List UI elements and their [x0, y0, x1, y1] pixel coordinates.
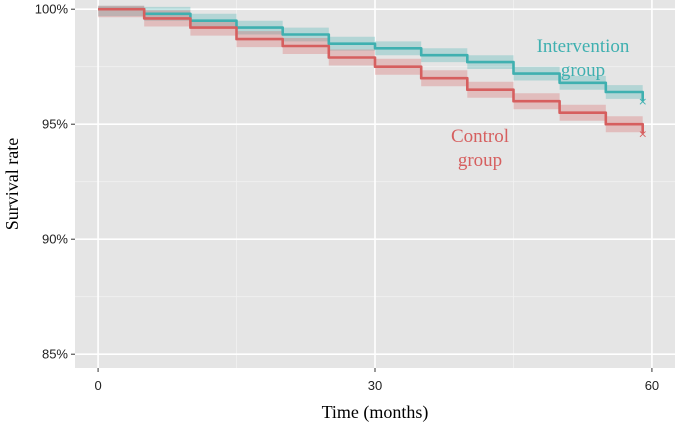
y-tick-label: 95% [42, 117, 68, 132]
x-tick-label: 60 [645, 378, 659, 393]
control-group-end-marker: × [638, 127, 647, 140]
intervention-group-label-line: group [561, 60, 605, 81]
intervention-group-ci-band [98, 5, 643, 109]
intervention-group-label: Intervention group [537, 36, 630, 81]
intervention-group-label-line: Intervention [537, 36, 630, 57]
y-tick-label: 85% [42, 347, 68, 362]
censor-markers: ×× [638, 95, 647, 140]
x-tick-label: 30 [368, 378, 382, 393]
control-group-label-line: Control [451, 126, 509, 147]
series-labels: Intervention group Control group [451, 36, 630, 171]
intervention-group-end-marker: × [638, 95, 647, 108]
y-axis-title: Survival rate [2, 138, 22, 230]
x-axis-title: Time (months) [322, 402, 429, 423]
control-group-label: Control group [451, 126, 509, 171]
y-tick-label: 100% [35, 2, 69, 17]
x-tick-label: 0 [94, 378, 101, 393]
control-group-label-line: group [458, 150, 502, 171]
control-group-curve [98, 7, 645, 134]
axis-ticks: 85% 90% 95% 100% 0 30 60 [35, 2, 659, 393]
y-tick-label: 90% [42, 232, 68, 247]
survival-curves [98, 7, 645, 134]
